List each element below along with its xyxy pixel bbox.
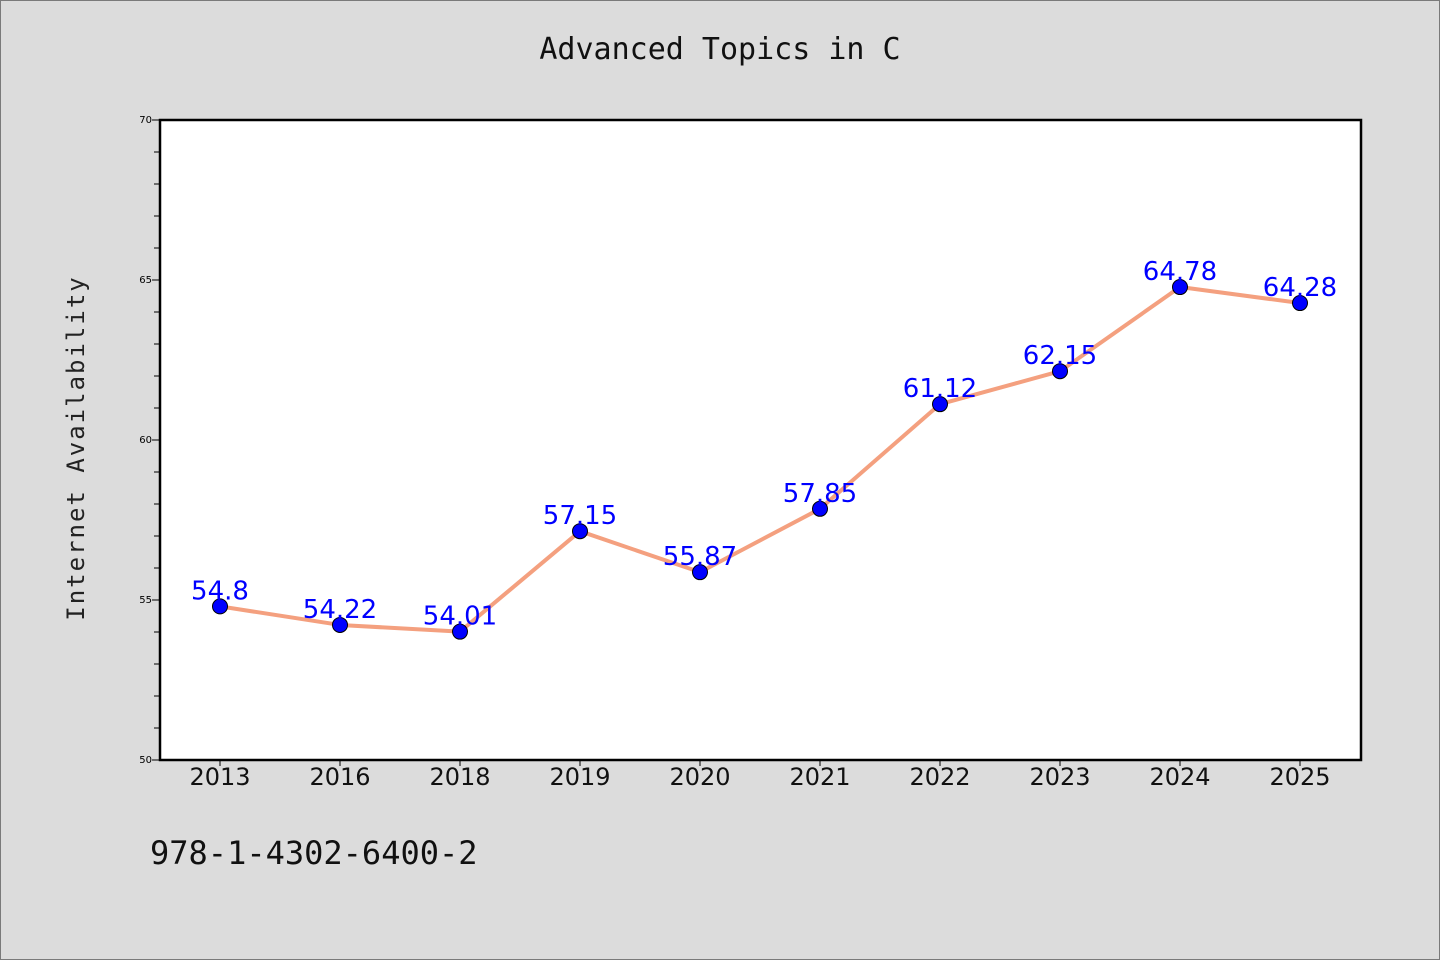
- data-point: [332, 616, 348, 633]
- chart-title: Advanced Topics in C: [539, 32, 901, 67]
- x-tick-label: 2023: [1029, 763, 1090, 791]
- data-point: [212, 598, 228, 615]
- y-tick-label: 50: [139, 755, 152, 766]
- x-tick-label: 2024: [1149, 763, 1210, 791]
- data-label: 64.28: [1263, 273, 1337, 303]
- data-point: [932, 396, 948, 413]
- data-point: [572, 523, 588, 540]
- data-label: 54.01: [423, 602, 497, 632]
- data-point: [452, 623, 468, 640]
- y-axis-label: Internet Availability: [62, 275, 90, 620]
- series-layer: 54.8 54.22 54.01 57.15 55.87 57.85 61.12 62.15 6…: [191, 257, 1337, 640]
- x-tick-label: 2019: [549, 763, 610, 791]
- data-label: 62.15: [1023, 341, 1097, 371]
- x-tick-label: 2022: [909, 763, 970, 791]
- data-point: [1052, 363, 1068, 380]
- x-tick-label: 2025: [1269, 763, 1330, 791]
- data-label: 55.87: [663, 542, 737, 572]
- x-tick-label: 2020: [669, 763, 730, 791]
- data-label: 57.15: [543, 501, 617, 531]
- data-label: 64.78: [1143, 257, 1217, 287]
- isbn-label: 978-1-4302-6400-2: [150, 834, 478, 872]
- x-tick-label: 2021: [789, 763, 850, 791]
- data-label: 57.85: [783, 479, 857, 509]
- data-label: 54.8: [191, 576, 249, 606]
- x-axis: 2013 2016 2018 2019 2020 2021 2022 2023 2024 2025: [189, 760, 1331, 791]
- y-tick-label: 70: [139, 115, 152, 126]
- x-tick-label: 2018: [429, 763, 490, 791]
- data-point: [1172, 279, 1188, 296]
- y-axis: 50 55 60 65 70: [139, 115, 160, 766]
- data-point: [1292, 295, 1308, 312]
- plot-area: [158, 118, 1363, 762]
- y-tick-label: 60: [139, 435, 152, 446]
- data-point: [812, 500, 828, 517]
- data-label: 61.12: [903, 374, 977, 404]
- y-tick-label: 55: [139, 595, 152, 606]
- y-tick-label: 65: [139, 275, 152, 286]
- data-point: [692, 564, 708, 581]
- x-tick-label: 2016: [309, 763, 370, 791]
- series-line: [219, 285, 1301, 634]
- x-tick-label: 2013: [189, 763, 250, 791]
- data-label: 54.22: [303, 595, 377, 625]
